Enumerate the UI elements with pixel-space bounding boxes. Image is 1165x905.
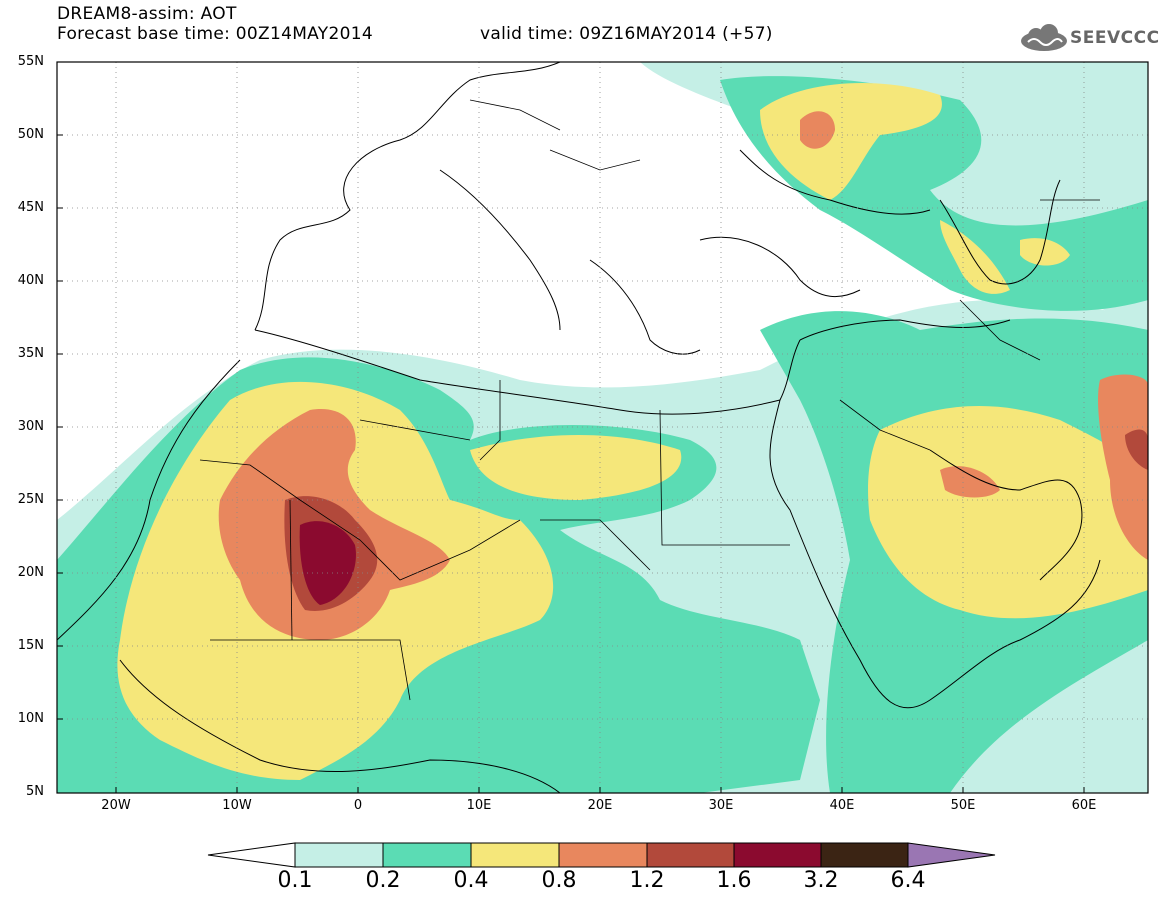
colorbar-bin-5 [646, 842, 735, 868]
colorbar-label: 0.2 [365, 868, 401, 893]
colorbar-label: 3.2 [803, 868, 839, 893]
map-title: DREAM8-assim: AOT [57, 4, 237, 24]
lat-label: 25N [17, 492, 44, 507]
lon-label: 20W [101, 798, 131, 813]
lon-label: 60E [1071, 798, 1097, 813]
colorbar-label: 6.4 [890, 868, 926, 893]
logo-text: SEEVCCC [1070, 28, 1160, 48]
colorbar-label: 1.2 [629, 868, 665, 893]
colorbar-high-triangle [907, 842, 996, 868]
lat-label: 15N [17, 638, 44, 653]
lon-label: 40E [829, 798, 855, 813]
tick-marks [57, 134, 1085, 793]
borders [199, 99, 1100, 701]
lon-label: 0 [353, 798, 363, 813]
colorbar-label: 1.6 [716, 868, 752, 893]
valid-time: valid time: 09Z16MAY2014 (+57) [480, 24, 773, 44]
lon-label: 30E [708, 798, 734, 813]
lon-label: 20E [587, 798, 613, 813]
colorbar-bin-2 [382, 842, 472, 868]
lat-label: 50N [17, 127, 44, 142]
colorbar-bin-3 [470, 842, 560, 868]
lon-label: 10E [466, 798, 492, 813]
seevccc-logo: SEEVCCC [1018, 24, 1159, 56]
colorbar-low-triangle [207, 842, 296, 868]
colorbar-bin-7 [820, 842, 909, 868]
colorbar-label: 0.8 [541, 868, 577, 893]
lat-label: 55N [17, 54, 44, 69]
lat-label: 45N [17, 200, 44, 215]
aot-field [57, 62, 1148, 793]
lat-label: 35N [17, 346, 44, 361]
forecast-base-time: Forecast base time: 00Z14MAY2014 [57, 24, 373, 44]
colorbar-bin-4 [558, 842, 648, 868]
colorbar [207, 842, 996, 868]
lat-label: 40N [17, 273, 44, 288]
lat-label: 5N [26, 784, 44, 799]
colorbar-label: 0.1 [277, 868, 313, 893]
gridlines [57, 62, 1148, 793]
lon-label: 50E [950, 798, 976, 813]
lat-label: 10N [17, 711, 44, 726]
colorbar-bin-1 [294, 842, 384, 868]
cloud-icon [1021, 24, 1067, 51]
lat-label: 20N [17, 565, 44, 580]
colorbar-label: 0.4 [453, 868, 489, 893]
colorbar-bin-6 [733, 842, 822, 868]
lon-label: 10W [222, 798, 252, 813]
coastlines [57, 62, 1101, 793]
lat-label: 30N [17, 419, 44, 434]
